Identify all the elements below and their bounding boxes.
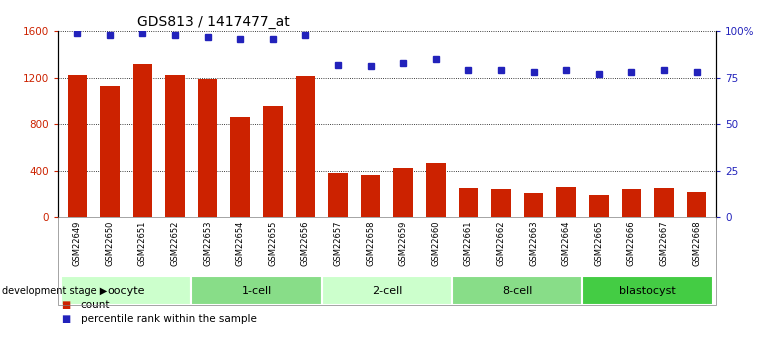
Text: development stage ▶: development stage ▶ [2, 286, 107, 296]
Text: GSM22659: GSM22659 [399, 220, 408, 266]
Text: 2-cell: 2-cell [372, 286, 402, 296]
Text: ■: ■ [62, 314, 71, 324]
Bar [192, 276, 322, 305]
Bar [452, 276, 582, 305]
Bar [68, 75, 87, 217]
Text: GSM22651: GSM22651 [138, 220, 147, 266]
Bar [491, 189, 511, 217]
Text: percentile rank within the sample: percentile rank within the sample [81, 314, 256, 324]
Bar [687, 192, 706, 217]
Bar [582, 276, 713, 305]
Text: GSM22661: GSM22661 [464, 220, 473, 266]
Text: GSM22667: GSM22667 [659, 220, 668, 266]
Text: GSM22664: GSM22664 [561, 220, 571, 266]
Text: GSM22660: GSM22660 [431, 220, 440, 266]
Bar [426, 162, 446, 217]
Text: GSM22655: GSM22655 [269, 220, 277, 266]
Text: GSM22663: GSM22663 [529, 220, 538, 266]
Bar [198, 79, 217, 217]
Text: GSM22662: GSM22662 [497, 220, 505, 266]
Text: GSM22666: GSM22666 [627, 220, 636, 266]
Bar [654, 188, 674, 217]
Text: ■: ■ [62, 300, 71, 310]
Bar [322, 276, 452, 305]
Text: GSM22650: GSM22650 [105, 220, 115, 266]
Bar [230, 117, 250, 217]
Bar [328, 173, 348, 217]
Text: GDS813 / 1417477_at: GDS813 / 1417477_at [137, 14, 290, 29]
Bar [459, 188, 478, 217]
Text: GSM22658: GSM22658 [366, 220, 375, 266]
Text: GSM22668: GSM22668 [692, 220, 701, 266]
Bar [557, 187, 576, 217]
Bar [589, 195, 608, 217]
Bar [61, 276, 192, 305]
Bar [100, 86, 119, 217]
Text: oocyte: oocyte [108, 286, 145, 296]
Bar [524, 193, 544, 217]
Bar [621, 189, 641, 217]
Text: count: count [81, 300, 110, 310]
Text: GSM22649: GSM22649 [73, 220, 82, 266]
Text: GSM22657: GSM22657 [333, 220, 343, 266]
Text: blastocyst: blastocyst [619, 286, 676, 296]
Bar [393, 168, 413, 217]
Bar [361, 175, 380, 217]
Text: 8-cell: 8-cell [502, 286, 533, 296]
Text: 1-cell: 1-cell [242, 286, 272, 296]
Text: GSM22652: GSM22652 [171, 220, 179, 266]
Text: GSM22653: GSM22653 [203, 220, 213, 266]
Bar [263, 106, 283, 217]
Bar [132, 63, 152, 217]
Bar [166, 75, 185, 217]
Text: GSM22665: GSM22665 [594, 220, 603, 266]
Text: GSM22654: GSM22654 [236, 220, 245, 266]
Text: GSM22656: GSM22656 [301, 220, 310, 266]
Bar [296, 77, 315, 217]
